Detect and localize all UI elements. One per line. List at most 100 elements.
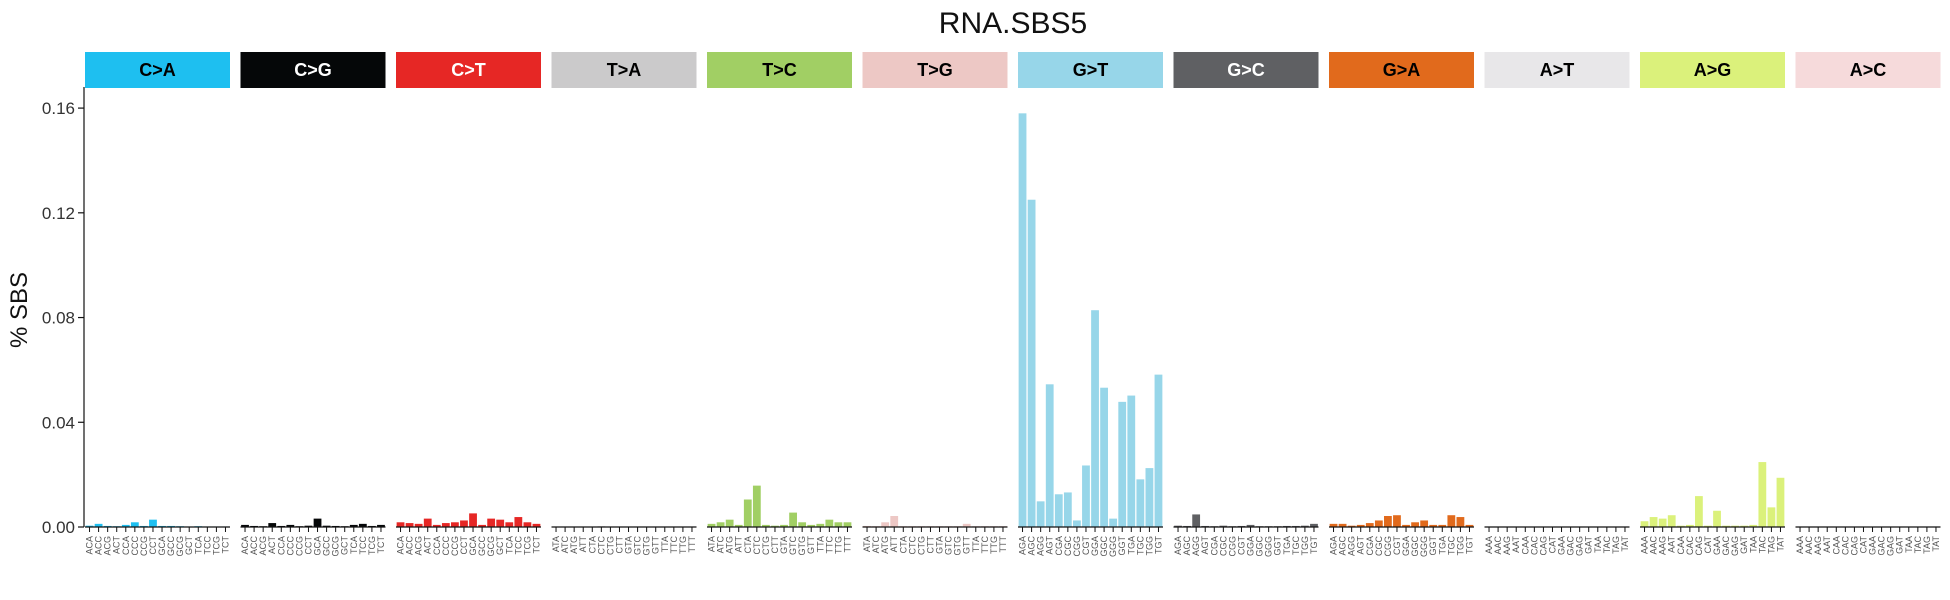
facet-strip-label: A>C	[1850, 60, 1887, 80]
x-tick-label: AGC	[1338, 536, 1348, 556]
bar	[825, 519, 834, 527]
x-tick-label: AAA	[1640, 536, 1650, 554]
bar	[441, 523, 450, 527]
x-tick-label: AGA	[1173, 536, 1183, 555]
bar	[1127, 395, 1136, 527]
x-tick-label: TAT	[1931, 536, 1941, 552]
x-tick-label: TTC	[669, 536, 679, 554]
facet-strip	[1484, 52, 1630, 88]
bar	[716, 522, 725, 527]
bar	[268, 523, 277, 527]
bar	[514, 517, 523, 527]
x-tick-label: TAT	[1620, 536, 1630, 552]
bar	[1411, 522, 1419, 527]
x-tick-label: ACC	[94, 536, 104, 556]
bar	[789, 512, 797, 527]
x-tick-label: GCG	[486, 536, 496, 557]
bar	[478, 524, 486, 527]
bar	[1704, 525, 1712, 527]
x-tick-label: GCA	[157, 536, 167, 556]
bar	[1301, 525, 1309, 527]
x-tick-label: GAA	[1868, 536, 1878, 555]
bar	[1109, 518, 1118, 527]
x-tick-label: GGC	[1410, 536, 1420, 557]
bar	[1073, 520, 1081, 527]
chart-title: RNA.SBS5	[939, 7, 1087, 40]
x-tick-label: CAA	[1520, 536, 1530, 555]
bar	[1640, 521, 1649, 527]
x-tick-label: GAT	[1584, 536, 1594, 554]
bar	[1027, 199, 1036, 527]
x-tick-label: TGA	[1437, 536, 1447, 555]
bar	[1731, 525, 1740, 527]
bar	[1749, 524, 1758, 527]
x-tick-label: GTC	[788, 536, 798, 555]
x-tick-label: GAC	[1566, 536, 1576, 556]
x-tick-label: CGC	[1374, 536, 1384, 557]
bar	[890, 516, 899, 527]
x-tick-label: AAT	[1822, 536, 1832, 553]
bar	[1356, 524, 1365, 527]
x-tick-label: TAA	[1748, 536, 1758, 553]
x-tick-label: TCG	[367, 536, 377, 555]
x-tick-label: TAC	[1913, 536, 1923, 554]
bar	[405, 523, 414, 527]
bar	[798, 522, 807, 527]
bar	[743, 499, 752, 527]
x-tick-label: GTC	[944, 536, 954, 555]
x-tick-label: CGT	[1392, 536, 1402, 556]
bar	[377, 524, 385, 527]
x-tick-label: CGC	[1218, 536, 1228, 557]
x-tick-label: GCT	[340, 536, 350, 556]
x-tick-label: ATA	[862, 536, 872, 552]
facet-strip-label: C>T	[451, 60, 486, 80]
x-tick-label: CGA	[1054, 536, 1064, 556]
bar	[1465, 524, 1474, 527]
x-tick-label: TCC	[358, 536, 368, 555]
x-tick-label: CGC	[1063, 536, 1073, 557]
bar	[523, 522, 532, 527]
x-tick-label: GTT	[962, 536, 972, 554]
facet-strip-label: C>G	[294, 60, 332, 80]
x-tick-label: CTT	[614, 536, 624, 554]
x-tick-label: CCC	[285, 536, 295, 556]
x-tick-label: CAT	[1547, 536, 1557, 554]
x-tick-label: GCA	[313, 536, 323, 556]
bar	[1329, 523, 1338, 527]
facet-strip	[707, 52, 852, 88]
x-tick-label: TAT	[1775, 536, 1785, 552]
x-tick-label: ACT	[112, 535, 122, 554]
bar	[1429, 524, 1438, 527]
bar	[1100, 387, 1108, 527]
x-tick-label: TAC	[1757, 536, 1767, 554]
x-tick-label: ATC	[871, 536, 881, 554]
bar	[1438, 524, 1447, 527]
x-tick-label: ACG	[258, 536, 268, 556]
x-tick-label: GGG	[1108, 536, 1118, 557]
bar	[1767, 507, 1776, 527]
x-tick-label: TAA	[1904, 536, 1914, 553]
x-tick-label: TCG	[522, 536, 532, 555]
x-tick-label: ATA	[707, 536, 717, 552]
x-tick-label: AGT	[1356, 536, 1366, 555]
facet-strip	[551, 52, 697, 88]
x-tick-label: AAT	[1667, 536, 1677, 553]
x-tick-label: AAT	[1511, 536, 1521, 553]
x-tick-label: GGT	[1428, 535, 1438, 555]
x-tick-label: GTG	[953, 536, 963, 556]
x-tick-label: GGA	[1401, 536, 1411, 556]
bar	[881, 522, 890, 527]
x-tick-label: TCT	[376, 536, 386, 554]
x-tick-label: GCC	[477, 536, 487, 557]
facet-strip-label: G>T	[1073, 60, 1109, 80]
x-tick-label: AGC	[1182, 536, 1192, 556]
x-tick-label: ATC	[560, 536, 570, 554]
facet-strip	[85, 52, 230, 88]
bar	[414, 523, 423, 527]
x-tick-label: ATG	[725, 536, 735, 554]
x-tick-label: TGG	[1144, 536, 1154, 556]
x-tick-label: CTA	[743, 536, 753, 553]
x-tick-label: CTC	[752, 536, 762, 555]
